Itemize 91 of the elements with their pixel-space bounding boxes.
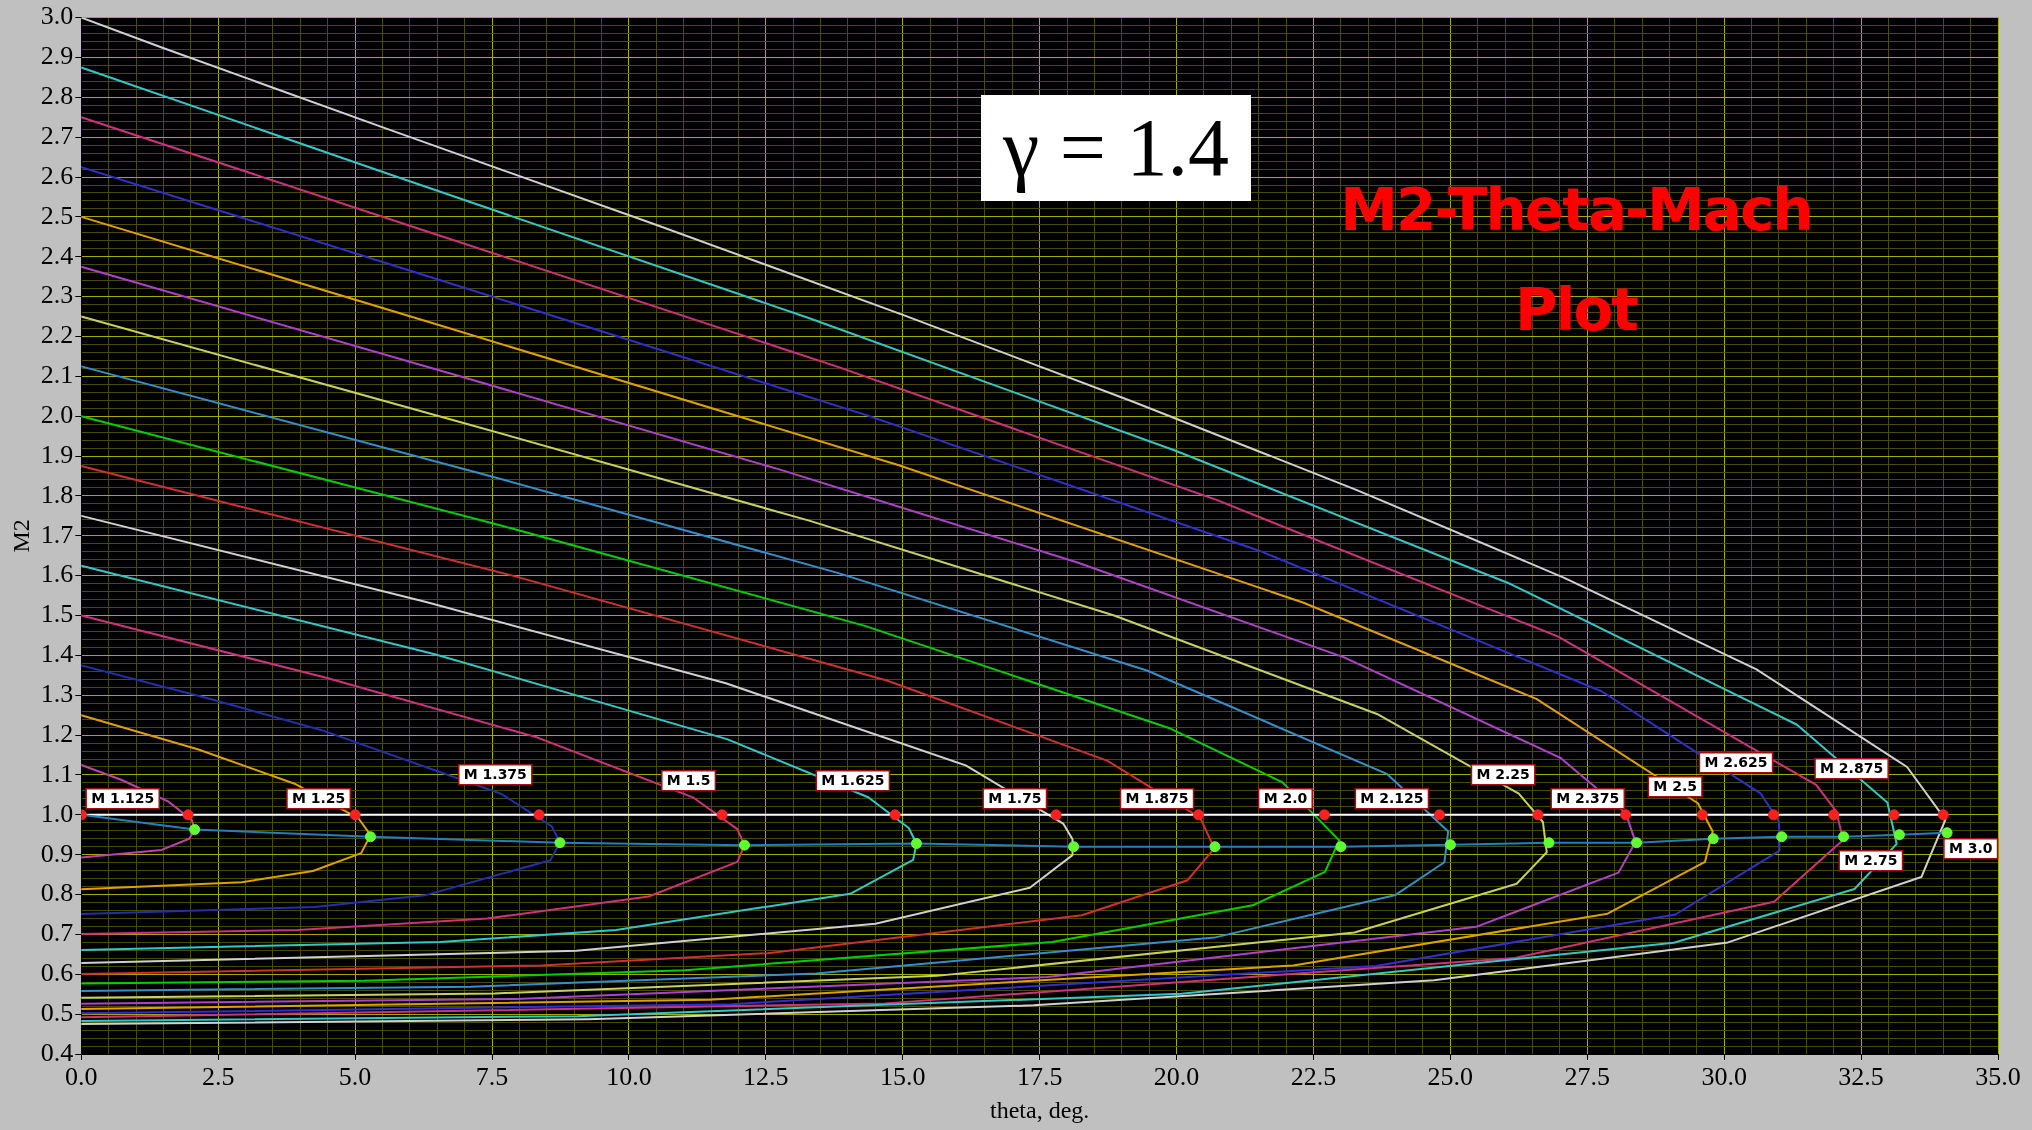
series-label: M 2.25	[1476, 766, 1530, 783]
y-tick-label: 0.9	[40, 838, 74, 868]
x-tick-label: 10.0	[606, 1062, 652, 1092]
point	[189, 824, 201, 836]
y-tick-label: 1.6	[40, 559, 74, 589]
point	[364, 831, 376, 843]
point	[1209, 841, 1221, 853]
series-label: M 2.5	[1653, 778, 1697, 795]
point	[349, 809, 361, 821]
point	[889, 809, 901, 821]
y-tick-label: 2.1	[40, 360, 74, 390]
y-tick-label: 2.6	[40, 160, 74, 190]
y-tick-label: 0.8	[40, 878, 74, 908]
y-tick-label: 2.7	[40, 121, 74, 151]
y-tick-label: 0.5	[40, 997, 74, 1027]
x-tick-label: 5.0	[338, 1062, 372, 1092]
series-label: M 1.125	[91, 790, 155, 807]
series-label: M 1.625	[821, 772, 885, 789]
y-tick-label: 1.4	[40, 639, 74, 669]
x-tick-label: 2.5	[201, 1062, 235, 1092]
point	[1937, 809, 1949, 821]
point	[1838, 831, 1850, 843]
point	[1444, 839, 1456, 851]
series-label: M 1.5	[666, 772, 711, 789]
y-tick-label: 2.3	[40, 280, 74, 310]
point	[1433, 809, 1445, 821]
point	[1050, 809, 1062, 821]
series-label: M 1.375	[463, 766, 527, 783]
y-tick-label: 1.0	[40, 798, 74, 828]
y-tick-label: 0.6	[40, 958, 74, 988]
point	[1532, 809, 1544, 821]
point	[1631, 837, 1643, 849]
y-tick-label: 2.2	[40, 320, 74, 350]
series-label: M 2.875	[1820, 760, 1884, 777]
y-tick-label: 2.0	[40, 400, 74, 430]
y-tick-label: 1.2	[40, 718, 74, 748]
point	[1543, 837, 1555, 849]
point	[1335, 841, 1347, 853]
point	[1828, 809, 1840, 821]
y-tick-label: 2.9	[40, 41, 74, 71]
y-tick-label: 0.7	[40, 918, 74, 948]
series-label: M 2.375	[1556, 790, 1620, 807]
x-tick-label: 35.0	[1975, 1062, 2021, 1092]
y-tick-label: 2.8	[40, 81, 74, 111]
y-tick-label: 1.1	[40, 758, 74, 788]
y-tick-label: 1.7	[40, 519, 74, 549]
x-tick-label: 22.5	[1290, 1062, 1337, 1092]
annotation: γ = 1.4	[981, 95, 1251, 201]
point	[738, 839, 750, 851]
point	[1893, 829, 1905, 841]
point	[1888, 809, 1900, 821]
series-label: M 1.25	[291, 790, 346, 807]
y-axis-title: M2	[7, 519, 34, 553]
series-label: M 2.0	[1263, 790, 1308, 807]
x-tick-label: 30.0	[1701, 1062, 1747, 1092]
x-axis-title: theta, deg.	[990, 1096, 1090, 1123]
series-label: M 2.625	[1704, 754, 1768, 771]
point	[554, 837, 566, 849]
point	[1767, 809, 1779, 821]
y-tick-label: 1.5	[40, 599, 74, 629]
y-tick-label: 3.0	[40, 1, 74, 31]
point	[1941, 827, 1953, 839]
x-tick-label: 25.0	[1427, 1062, 1474, 1092]
point	[910, 838, 922, 850]
x-tick-label: 12.5	[743, 1062, 789, 1092]
point	[1696, 809, 1708, 821]
point	[1192, 809, 1204, 821]
y-tick-label: 1.8	[40, 479, 74, 509]
y-tick-label: 2.5	[40, 200, 74, 230]
y-tick-label: 1.9	[40, 439, 74, 469]
point	[182, 809, 194, 821]
point	[1318, 809, 1330, 821]
point	[1068, 841, 1080, 853]
x-tick-label: 7.5	[475, 1062, 509, 1092]
point	[533, 809, 545, 821]
series-label: M 1.875	[1125, 790, 1189, 807]
x-tick-label: 27.5	[1564, 1062, 1611, 1092]
series-label: M 1.75	[988, 790, 1042, 807]
y-tick-label: 2.4	[40, 240, 74, 270]
point	[1776, 831, 1788, 843]
x-tick-label: 32.5	[1838, 1062, 1884, 1092]
series-label: M 2.75	[1844, 852, 1898, 869]
point	[716, 809, 728, 821]
y-tick-label: 1.3	[40, 679, 74, 709]
x-tick-label: 15.0	[879, 1062, 926, 1092]
x-tick-label: 17.5	[1016, 1062, 1063, 1092]
series-label: M 2.125	[1360, 790, 1424, 807]
series-label: M 3.0	[1948, 840, 1993, 857]
point	[1620, 809, 1632, 821]
x-tick-label: 20.0	[1153, 1062, 1200, 1092]
point	[1707, 833, 1719, 845]
